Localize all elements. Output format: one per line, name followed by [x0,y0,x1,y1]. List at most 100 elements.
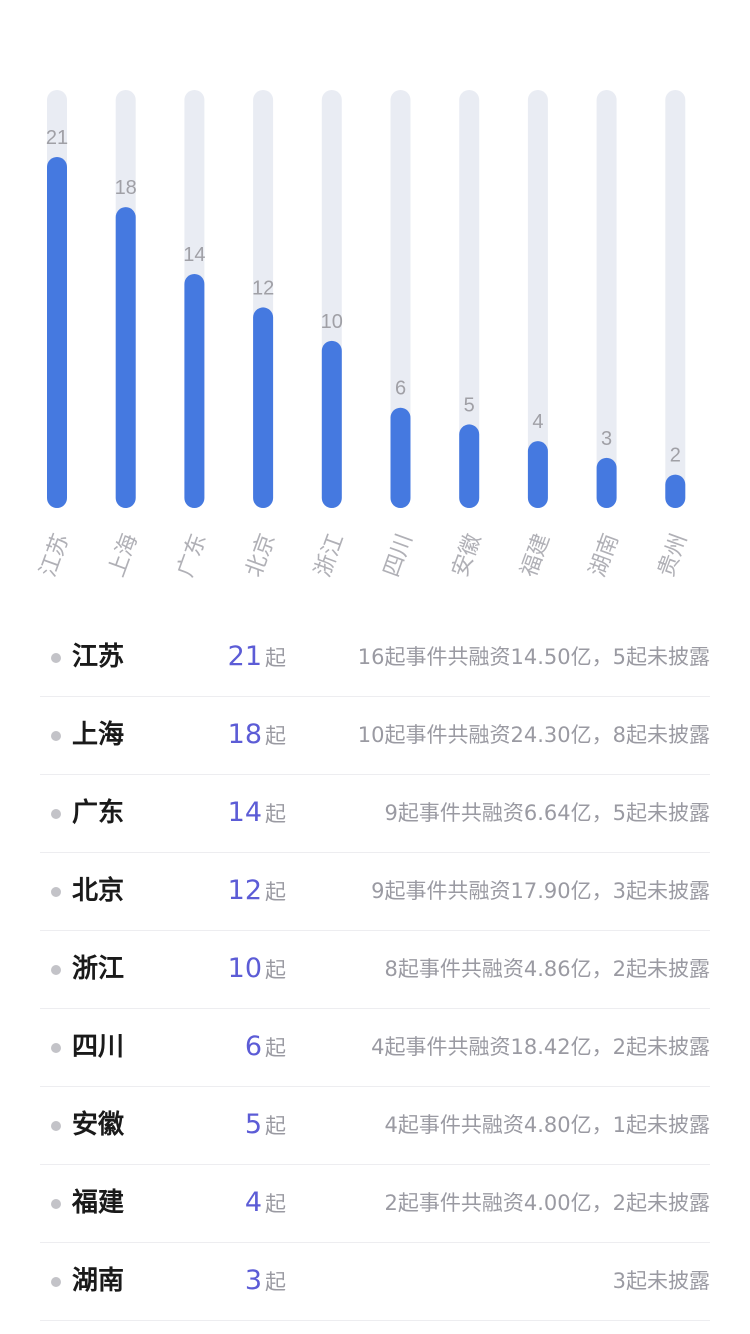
bar-track [459,90,480,508]
category-label: 福建 [517,531,556,581]
value-label: 21 [46,127,68,149]
event-count-unit: 起 [265,880,286,904]
bar [527,441,548,508]
province-name: 安徽 [72,1110,125,1140]
event-count-number: 18 [227,719,262,750]
value-label: 18 [115,177,137,199]
bullet-dot [51,1043,61,1053]
event-count-number: 6 [244,1031,262,1062]
event-count-unit: 起 [265,1192,286,1216]
ranking-row[interactable]: 上海 18 起 10起事件共融资24.30亿，8起未披露 [40,697,710,775]
category-label: 四川 [379,531,418,581]
financing-detail: 2起事件共融资4.00亿，2起未披露 [384,1191,710,1215]
event-count: 14 起 [228,795,286,834]
event-count-number: 3 [244,1265,262,1296]
ranking-row[interactable]: 北京 12 起 9起事件共融资17.90亿，3起未披露 [40,853,710,931]
bar-track [390,90,411,508]
bullet-dot [51,809,61,819]
bullet-dot [51,965,61,975]
province-name: 北京 [72,876,125,906]
event-count-unit: 起 [265,1270,286,1294]
ranking-row[interactable]: 安徽 5 起 4起事件共融资4.80亿，1起未披露 [40,1087,710,1165]
bar [253,307,274,508]
bar [390,407,411,508]
bullet-dot [51,887,61,897]
value-label: 14 [183,244,205,266]
bar [596,457,617,508]
value-label: 2 [670,445,681,467]
bullet-dot [51,1121,61,1131]
bar-track [596,90,617,508]
value-label: 12 [252,277,274,299]
financing-detail: 16起事件共融资14.50亿，5起未披露 [357,645,710,669]
event-count: 18 起 [228,717,286,756]
event-count: 10 起 [228,951,286,990]
ranking-row[interactable]: 江苏 21 起 16起事件共融资14.50亿，5起未披露 [40,619,710,697]
financing-detail: 4起事件共融资4.80亿，1起未披露 [384,1113,710,1137]
ranking-row[interactable]: 湖南 3 起 3起未披露 [40,1243,710,1321]
financing-detail: 10起事件共融资24.30亿，8起未披露 [357,723,710,747]
category-label: 江苏 [36,531,75,581]
bar [321,340,342,508]
event-count-unit: 起 [265,802,286,826]
event-count-number: 5 [244,1109,262,1140]
event-count-unit: 起 [265,724,286,748]
event-count: 12 起 [228,873,286,912]
value-label: 4 [532,411,543,433]
value-label: 5 [464,394,475,416]
event-count-number: 4 [244,1187,262,1218]
province-name: 浙江 [72,954,125,984]
event-count-number: 21 [227,641,262,672]
event-count-number: 12 [227,875,262,906]
category-label: 上海 [104,531,143,581]
province-name: 江苏 [72,642,125,672]
value-label: 6 [395,378,406,400]
value-label: 10 [321,311,343,333]
bullet-dot [51,731,61,741]
financing-detail: 4起事件共融资18.42亿，2起未披露 [371,1035,710,1059]
financing-detail: 3起未披露 [612,1269,710,1293]
financing-detail: 9起事件共融资17.90亿，3起未披露 [371,879,710,903]
bar-track [527,90,548,508]
bar [665,474,686,508]
province-name: 四川 [72,1032,125,1062]
province-name: 广东 [72,798,125,828]
ranking-row[interactable]: 福建 4 起 2起事件共融资4.00亿，2起未披露 [40,1165,710,1243]
bullet-dot [51,1199,61,1209]
province-name: 上海 [72,720,125,750]
bar-track [665,90,686,508]
event-count: 21 起 [228,639,286,678]
province-bar-chart: 21 江苏 18 上海 14 广东 12 北京 10 浙江 6 四川 5 安徽 4 福建 3 湖南 2 贵州 [36,90,693,581]
bullet-dot [51,653,61,663]
event-count-unit: 起 [265,958,286,982]
category-label: 贵州 [654,531,693,581]
bar [184,274,205,508]
bar [47,157,67,508]
ranking-row[interactable]: 广东 14 起 9起事件共融资6.64亿，5起未披露 [40,775,710,853]
value-label: 3 [601,428,612,450]
province-name: 福建 [72,1188,125,1218]
financing-detail: 8起事件共融资4.86亿，2起未披露 [384,957,710,981]
category-label: 浙江 [311,531,350,581]
ranking-row[interactable]: 浙江 10 起 8起事件共融资4.86亿，2起未披露 [40,931,710,1009]
category-label: 安徽 [448,531,487,581]
province-ranking-list: 江苏 21 起 16起事件共融资14.50亿，5起未披露 上海 18 起 10起事件共融资24… [40,619,710,1321]
bar [459,424,480,508]
category-label: 湖南 [585,531,624,581]
event-count-number: 10 [227,953,262,984]
category-label: 北京 [242,531,281,581]
ranking-row[interactable]: 四川 6 起 4起事件共融资18.42亿，2起未披露 [40,1009,710,1087]
event-count-number: 14 [227,797,262,828]
bar [115,207,136,508]
financing-detail: 9起事件共融资6.64亿，5起未披露 [384,801,710,825]
event-count-unit: 起 [265,646,286,670]
event-count-unit: 起 [265,1114,286,1138]
bullet-dot [51,1277,61,1287]
category-label: 广东 [173,531,212,581]
province-name: 湖南 [72,1266,125,1296]
event-count-unit: 起 [265,1036,286,1060]
